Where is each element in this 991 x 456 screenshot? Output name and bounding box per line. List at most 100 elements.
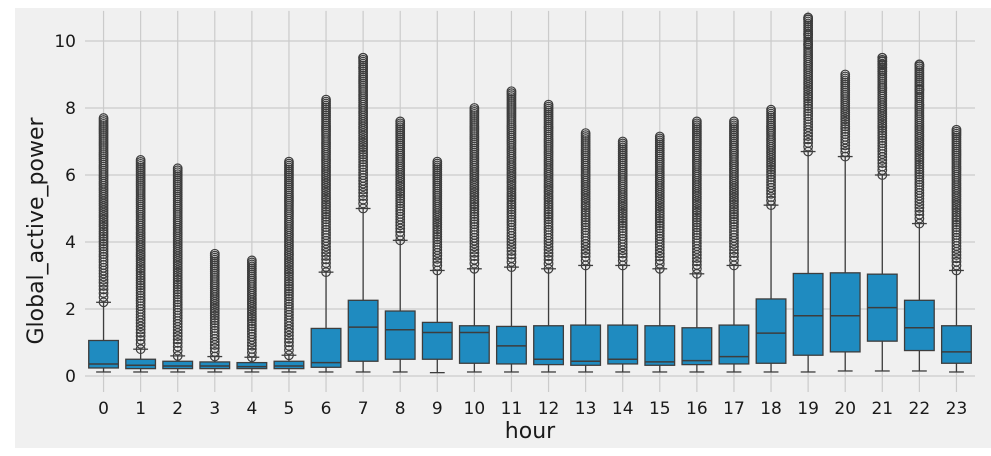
outlier-point <box>803 96 814 107</box>
outlier-point <box>729 199 739 210</box>
outlier-point <box>469 209 480 219</box>
outlier-point <box>951 222 962 233</box>
outlier-point <box>914 99 925 110</box>
x-tick-label-20: 20 <box>834 399 856 419</box>
outlier-point <box>284 301 294 312</box>
outlier-point <box>432 224 443 235</box>
outlier-point <box>135 275 146 286</box>
outlier-point <box>135 268 146 279</box>
x-tick-label-6: 6 <box>321 399 332 419</box>
box-hour-8 <box>384 116 416 373</box>
outlier-point <box>543 251 554 262</box>
outlier-point <box>135 331 146 342</box>
outlier-point <box>321 199 331 210</box>
outlier-point <box>691 220 702 230</box>
outlier-point <box>729 227 739 238</box>
outlier-point <box>691 116 702 127</box>
outlier-point <box>580 220 591 230</box>
outlier-point <box>766 169 776 180</box>
outlier-point <box>172 274 183 285</box>
outlier-point <box>321 197 331 207</box>
outlier-point <box>135 265 146 276</box>
outlier-point <box>803 93 814 104</box>
outlier-point <box>766 104 776 115</box>
outlier-point <box>506 214 517 225</box>
outlier-point <box>506 209 517 220</box>
outlier-point <box>691 210 702 220</box>
box-hour-6 <box>310 94 342 373</box>
outlier-point <box>209 343 220 354</box>
outlier-point <box>654 231 665 242</box>
outlier-point <box>543 224 554 235</box>
outlier-point <box>358 157 369 167</box>
outlier-point <box>914 209 925 220</box>
outlier-point <box>543 258 554 269</box>
iqr-box <box>792 272 824 356</box>
outlier-point <box>654 131 665 142</box>
outlier-point <box>172 302 183 313</box>
outlier-point <box>617 218 628 229</box>
outlier-point <box>506 189 517 200</box>
outlier-point <box>654 225 665 236</box>
outlier-point <box>617 220 628 231</box>
outlier-point <box>766 180 776 190</box>
outlier-point <box>654 255 665 265</box>
outlier-point <box>358 170 369 181</box>
outlier-point <box>321 192 331 203</box>
outlier-point <box>506 194 517 205</box>
outlier-point <box>135 339 146 349</box>
outlier-point <box>729 214 739 225</box>
iqr-box <box>607 324 639 365</box>
outlier-point <box>729 209 739 220</box>
outlier-point <box>321 222 331 233</box>
outlier-point <box>543 214 554 225</box>
y-tick-label-4: 4 <box>65 233 76 253</box>
outlier-point <box>432 226 443 237</box>
outlier-point <box>506 192 517 203</box>
outlier-point <box>914 206 925 217</box>
outlier-point <box>358 147 369 157</box>
outlier-point <box>98 233 109 244</box>
outlier-point <box>98 281 109 291</box>
x-tick-label-3: 3 <box>209 399 220 419</box>
outlier-point <box>617 215 628 226</box>
outlier-point <box>543 219 554 230</box>
box-hour-2 <box>162 163 194 373</box>
outlier-point <box>766 174 776 185</box>
outlier-point <box>766 162 776 173</box>
x-tick-label-0: 0 <box>98 399 109 419</box>
outlier-point <box>803 12 814 23</box>
outlier-point <box>135 280 146 291</box>
outlier-point <box>803 98 814 109</box>
outlier-point <box>877 125 888 136</box>
outlier-point <box>432 222 443 232</box>
outlier-point <box>729 224 739 235</box>
outlier-point <box>395 206 406 217</box>
outlier-point <box>617 225 628 236</box>
outlier-point <box>172 334 183 345</box>
outlier-point <box>469 221 480 232</box>
outlier-point <box>284 288 294 299</box>
outlier-point <box>914 174 925 185</box>
box-hour-13 <box>570 128 602 373</box>
outlier-point <box>172 292 183 302</box>
outlier-point <box>321 224 331 235</box>
outlier-point <box>877 138 888 149</box>
outlier-point <box>209 328 220 339</box>
outlier-point <box>951 253 962 264</box>
outlier-point <box>766 167 776 177</box>
outlier-point <box>395 203 406 214</box>
outlier-point <box>506 199 517 210</box>
outlier-point <box>803 91 814 102</box>
outlier-point <box>543 99 554 110</box>
outlier-point <box>543 202 554 212</box>
outlier-point <box>358 198 369 209</box>
iqr-box <box>125 358 157 370</box>
outlier-point <box>246 326 257 337</box>
outlier-point <box>543 254 554 265</box>
outlier-point <box>469 258 480 269</box>
outlier-point <box>395 116 406 127</box>
outlier-point <box>803 101 814 111</box>
outlier-point <box>580 217 591 228</box>
